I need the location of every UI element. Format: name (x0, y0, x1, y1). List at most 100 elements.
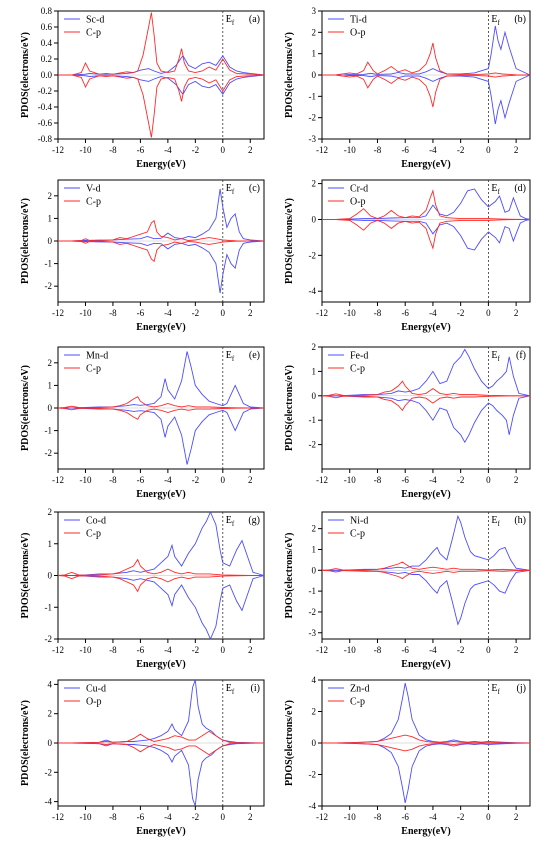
y-tick-label: -1 (309, 586, 317, 596)
y-axis-label: PDOS(electrons/eV) (20, 32, 31, 118)
x-tick-label: -2 (192, 145, 200, 155)
series-line-down (58, 240, 264, 263)
y-axis-label: PDOS(electrons/eV) (20, 700, 31, 786)
series-line-down (58, 407, 265, 465)
x-tick-label: -8 (109, 145, 117, 155)
fermi-label: Ef (226, 683, 235, 696)
x-axis-label: Energy(eV) (401, 826, 450, 837)
x-tick-label: 0 (486, 475, 491, 485)
legend-entry: C-p (86, 529, 101, 540)
pdos-panel: -12 -10 -8 -6 -4 -2 0 2-3-2-10123Energy(eV)PDOS… (284, 6, 531, 170)
series-line-down (321, 395, 530, 412)
pdos-panel: -12 -10 -8 -6 -4 -2 0 2-2-1012Energy(eV)PDOS(el… (20, 346, 265, 500)
x-tick-label: -4 (164, 645, 172, 655)
panel-label: (a) (249, 14, 260, 25)
fermi-subscript: f (232, 19, 235, 27)
fermi-subscript: f (498, 520, 501, 528)
legend-entry: V-d (86, 184, 101, 195)
x-tick-label: -10 (344, 308, 356, 318)
x-tick-label: 2 (248, 308, 253, 318)
x-tick-label: -8 (109, 475, 117, 485)
x-axis-label: Energy(eV) (401, 322, 450, 333)
y-tick-label: -2 (45, 281, 53, 291)
panel-label: (f) (516, 350, 526, 361)
panel-label: (h) (514, 515, 526, 526)
pdos-panel: -12 -10 -8 -6 -4 -2 0 2 -4 -2 0 2 4 Energy(eV) PDOS(el… (20, 679, 265, 837)
x-tick-label: 2 (248, 145, 253, 155)
y-tick-label: -1 (309, 415, 317, 425)
x-tick-label: -2 (457, 145, 465, 155)
series-line-down (57, 407, 264, 420)
fermi-subscript: f (232, 520, 235, 528)
series-line-down (58, 575, 265, 641)
x-tick-label: 0 (486, 645, 491, 655)
series-line-down (58, 240, 265, 294)
y-tick-label: -1 (45, 602, 53, 612)
x-tick-label: -12 (52, 645, 64, 655)
y-tick-label: 1 (48, 539, 53, 549)
x-tick-label: 2 (248, 645, 253, 655)
y-tick-label: 2 (312, 707, 317, 717)
y-tick-label: 2 (48, 709, 53, 719)
y-axis-label: PDOS(electrons/eV) (284, 700, 295, 786)
x-tick-label: -12 (52, 145, 64, 155)
x-tick-label: -12 (316, 645, 328, 655)
y-tick-label: 1 (48, 380, 53, 390)
y-tick-label: -0.8 (38, 134, 53, 144)
y-axis-label: PDOS(electrons/eV) (20, 365, 31, 451)
fermi-subscript: f (498, 355, 501, 363)
fermi-subscript: f (498, 188, 501, 196)
y-tick-label: 0 (312, 214, 317, 224)
y-tick-label: 2 (312, 342, 317, 352)
x-tick-label: -2 (192, 475, 200, 485)
series-line-down (322, 395, 531, 444)
series-line-up (58, 351, 265, 409)
series-line-down (322, 219, 531, 250)
fermi-label: Ef (226, 183, 235, 196)
series-line-down (58, 74, 265, 138)
y-tick-label: 2 (48, 191, 53, 201)
x-tick-label: -6 (137, 308, 145, 318)
x-tick-label: -8 (374, 812, 382, 822)
series-line-up (322, 189, 531, 220)
y-tick-label: 0 (48, 236, 53, 246)
plot-frame (321, 511, 531, 640)
y-tick-label: -2 (309, 440, 317, 450)
x-tick-label: -4 (164, 145, 172, 155)
x-tick-label: -6 (137, 475, 145, 485)
x-tick-label: 0 (486, 145, 491, 155)
y-tick-label: 3 (312, 6, 317, 16)
x-tick-label: 2 (248, 475, 253, 485)
pdos-panel: -12 -10 -8 -6 -4 -2 0 2 -4 -2 0 2 4 Energy(eV) PDOS(el… (284, 675, 531, 837)
y-tick-label: 0 (312, 738, 317, 748)
x-tick-label: -10 (79, 475, 91, 485)
x-tick-label: -8 (109, 645, 117, 655)
x-tick-label: 2 (514, 308, 519, 318)
x-tick-label: -8 (374, 308, 382, 318)
legend-entry: C-p (350, 529, 365, 540)
legend-entry: Zn-d (350, 684, 369, 695)
series-line-up (322, 25, 531, 76)
series-line-down (58, 742, 265, 807)
fermi-label: Ef (491, 350, 500, 363)
pdos-panel: -12 -10 -8 -6 -4 -2 0 2 -4 -2 0 2 Energy(eV) PDOS(ele… (284, 179, 531, 333)
x-tick-label: -4 (429, 145, 437, 155)
x-axis-label: Energy(eV) (401, 489, 450, 500)
x-tick-label: 2 (514, 645, 519, 655)
x-tick-label: -10 (79, 145, 91, 155)
x-tick-label: -2 (192, 812, 200, 822)
legend-entry: C-p (86, 197, 101, 208)
series-line-down (322, 742, 531, 803)
series-line-down (58, 74, 265, 96)
y-tick-label: -4 (309, 286, 317, 296)
series-line-up (322, 42, 531, 76)
x-tick-label: -6 (137, 145, 145, 155)
y-tick-label: 4 (48, 679, 53, 689)
y-tick-label: -2 (45, 767, 53, 777)
x-tick-label: -8 (374, 145, 382, 155)
legend-entry: Fe-d (350, 351, 368, 362)
x-tick-label: 2 (514, 812, 519, 822)
y-tick-label: 1 (312, 544, 317, 554)
x-tick-label: -10 (344, 475, 356, 485)
